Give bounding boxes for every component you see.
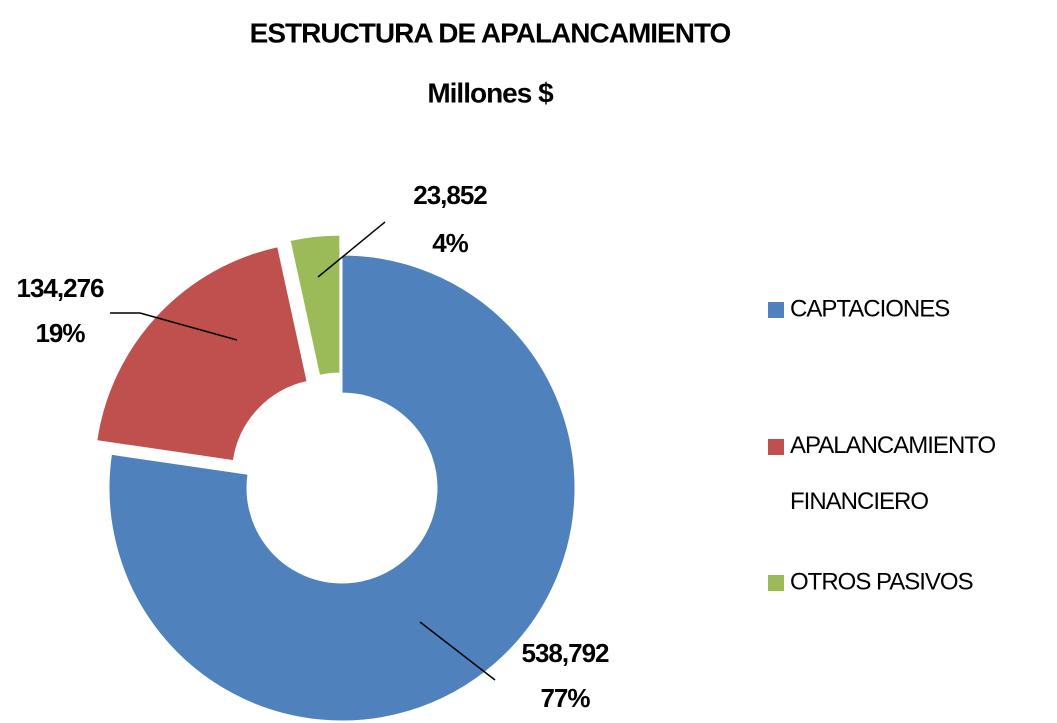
donut-slice [108, 254, 576, 722]
percent-label: 4% [432, 228, 468, 258]
legend-label: APALANCAMIENTO FINANCIERO [790, 432, 995, 515]
percent-label: 19% [35, 318, 85, 348]
legend-label: CAPTACIONES [790, 295, 949, 322]
leader-line [419, 621, 496, 681]
legend-swatch [768, 302, 784, 318]
legend-swatch [768, 575, 784, 591]
leader-line [317, 221, 386, 278]
leader-line [110, 312, 238, 341]
donut-slice [96, 246, 308, 462]
legend-label: OTROS PASIVOS [790, 568, 973, 595]
value-label: 134,276 [17, 273, 105, 303]
chart-subtitle: Millones $ [427, 77, 554, 108]
value-label: 23,852 [413, 180, 487, 210]
chart-title: ESTRUCTURA DE APALANCAMIENTO [250, 17, 731, 48]
legend-swatch [768, 439, 784, 455]
value-label: 538,792 [522, 638, 610, 668]
percent-label: 77% [540, 683, 590, 713]
